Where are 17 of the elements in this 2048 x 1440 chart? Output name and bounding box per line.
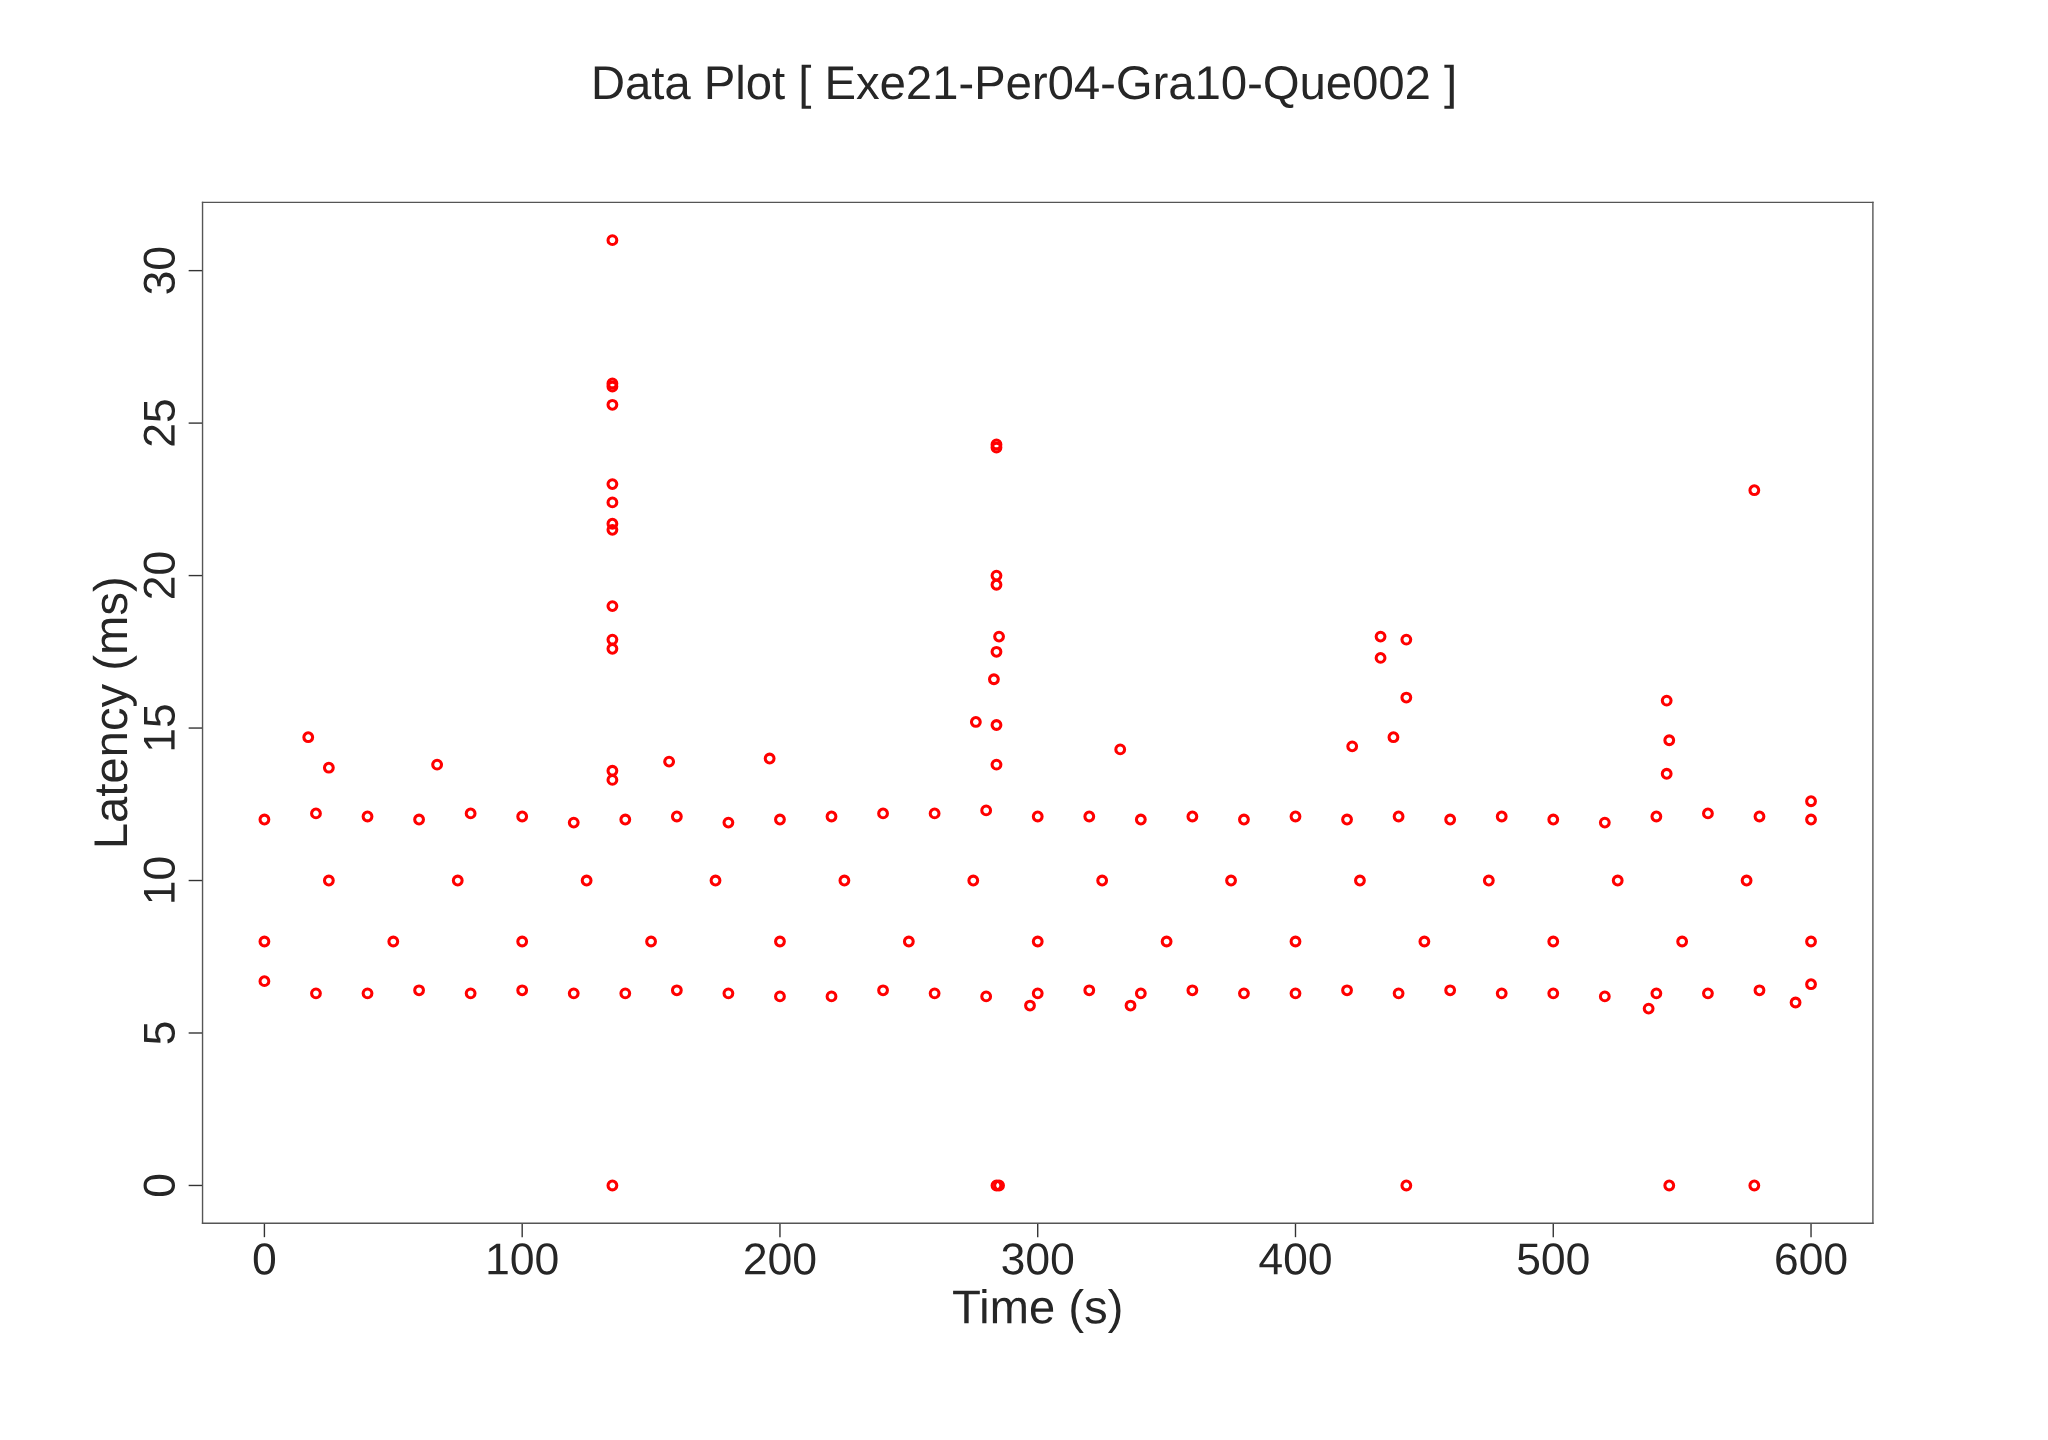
x-axis-title: Time (s) xyxy=(953,1289,1121,1334)
y-tick-label: 20 xyxy=(143,552,176,599)
y-tick-label: 25 xyxy=(143,400,176,446)
y-axis-title: Latency (ms) xyxy=(92,579,137,846)
x-tick-label: 200 xyxy=(745,1243,816,1275)
x-tick-label: 500 xyxy=(1517,1243,1589,1275)
x-tick-label: 400 xyxy=(1259,1243,1331,1275)
chart-title: Data Plot [ Exe21-Per04-Gra10-Que002 ] xyxy=(594,64,1454,109)
x-tick-label: 0 xyxy=(253,1243,276,1275)
x-tick-label: 600 xyxy=(1776,1243,1847,1275)
y-tick-label: 5 xyxy=(144,1022,176,1044)
x-tick-label: 300 xyxy=(1002,1243,1074,1275)
y-tick-label: 30 xyxy=(143,247,176,294)
y-tick-label: 10 xyxy=(143,857,176,902)
x-tick-label: 100 xyxy=(488,1243,558,1275)
y-tick-label: 0 xyxy=(143,1174,176,1197)
y-tick-label: 15 xyxy=(144,705,176,750)
